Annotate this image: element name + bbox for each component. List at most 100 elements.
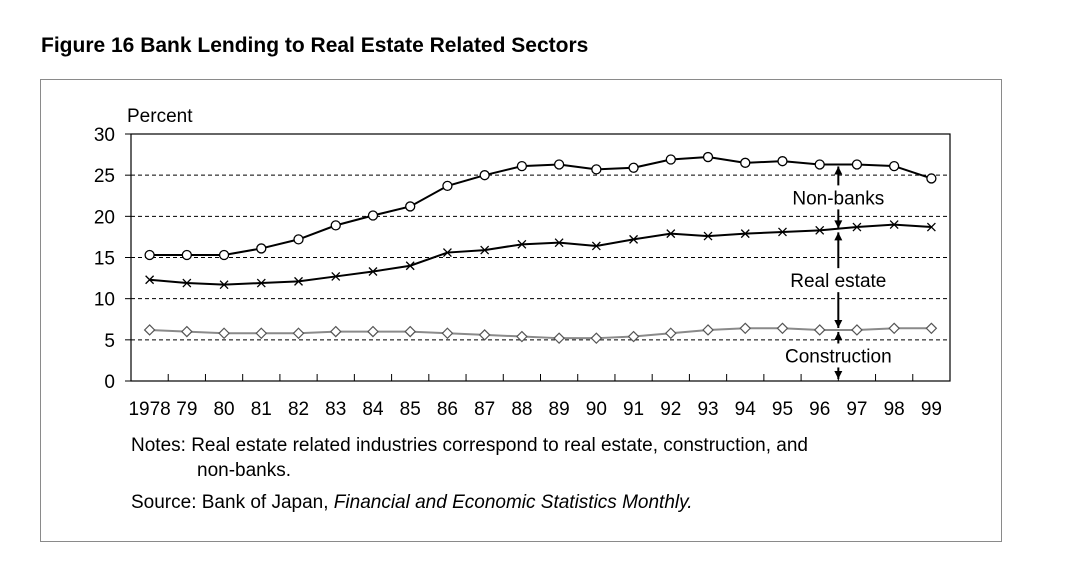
x-tick-label-88: 88 [511,399,532,420]
point-2-10 [516,330,528,343]
annotation-label-0: Non-banks [792,188,884,209]
annotation-label-bg-0 [789,185,888,210]
point-0-17 [777,156,788,167]
annotation-arrow-up-1 [834,232,843,241]
x-tick-label-96: 96 [809,399,830,420]
annotation-arrow-down-1 [834,319,843,328]
figure-title: Figure 16 Bank Lending to Real Estate Re… [41,34,589,57]
point-1-4 [294,276,303,286]
point-0-2 [218,249,230,261]
point-1-19 [852,222,862,232]
point-1-21 [926,222,936,232]
point-0-15 [702,151,714,163]
annotation-arrow-down-2 [834,371,843,379]
series-2 [143,322,938,345]
series-line-0 [149,156,932,257]
y-tick-label-20: 20 [94,207,115,228]
point-0-10 [516,160,528,172]
x-tick-label-80: 80 [213,399,234,420]
point-2-14 [664,327,677,340]
annotation-label-2: Construction [785,346,892,367]
point-0-8 [442,180,453,192]
x-tick-label-94: 94 [735,399,757,420]
point-0-9 [479,170,490,181]
y-tick-label-25: 25 [94,166,115,187]
annotation-label-bg-2 [774,343,903,368]
x-tick-label-90: 90 [586,399,607,420]
annotations: Non-banks Real estate Construction [774,166,903,379]
point-2-20 [888,322,901,335]
x-tick-label-91: 91 [623,399,644,420]
source-publication: Financial and Economic Statistics Monthl… [333,492,693,513]
point-1-5 [331,271,341,281]
figure-frame [40,79,1002,542]
point-1-6 [368,267,378,276]
x-tick-label-97: 97 [846,399,867,420]
y-tick-label-30: 30 [94,125,115,146]
point-2-18 [813,324,826,336]
point-2-17 [776,322,789,335]
point-1-9 [480,245,490,255]
point-2-15 [702,324,714,336]
point-1-7 [405,261,415,271]
gridlines [131,174,950,341]
point-1-14 [666,229,676,239]
axes: 0 5 10 15 20 25 30 1978 79 80 81 82 83 84 85 86 87 88 89 90… [94,125,942,420]
series-1 [145,220,936,290]
x-tick-label-87: 87 [474,399,495,420]
point-2-21 [925,322,938,335]
point-0-19 [851,159,863,170]
point-0-3 [256,243,267,254]
x-tick-label-1978: 1978 [128,399,170,420]
point-1-3 [256,278,266,288]
x-tick-label-81: 81 [251,399,272,420]
annotation-label-bg-1 [779,268,898,293]
notes-line-1: Notes: Real estate related industries co… [131,435,808,456]
point-2-5 [329,325,342,338]
y-tick-label-15: 15 [94,249,115,270]
x-tick-label-95: 95 [772,399,793,420]
y-tick-label-10: 10 [94,290,115,311]
point-0-5 [330,220,341,231]
point-2-19 [851,324,863,336]
point-1-8 [442,248,452,258]
point-0-20 [889,160,900,172]
series-line-2 [149,327,932,340]
point-1-0 [145,275,155,285]
point-1-17 [778,227,787,237]
y-tick-label-0: 0 [104,372,115,393]
x-tick-label-85: 85 [400,399,421,420]
point-0-4 [293,234,304,245]
y-axis-label: Percent [127,106,193,127]
x-tick-label-86: 86 [437,399,458,420]
point-2-11 [553,332,565,345]
x-tick-label-98: 98 [884,399,905,420]
point-0-16 [740,157,751,168]
point-0-14 [665,154,676,165]
point-1-20 [889,220,899,230]
point-0-21 [926,173,937,184]
annotation-arrow-up-2 [834,331,843,340]
point-2-6 [367,325,379,338]
point-0-18 [814,159,825,170]
point-2-13 [627,330,640,343]
x-tick-label-83: 83 [325,399,346,420]
point-2-7 [404,325,417,338]
x-tick-label-93: 93 [697,399,718,420]
point-0-1 [181,249,192,261]
point-1-1 [182,278,192,288]
point-2-9 [478,329,491,341]
point-0-7 [405,201,416,212]
point-0-0 [144,249,155,261]
point-2-2 [218,327,230,340]
annotation-arrow-up-0 [834,166,843,175]
point-2-3 [255,327,268,340]
point-2-8 [441,327,454,340]
x-tick-label-82: 82 [288,399,309,420]
point-1-10 [517,239,527,249]
point-2-12 [590,332,603,345]
point-1-11 [554,238,564,248]
x-tick-label-84: 84 [362,399,384,420]
point-2-4 [292,327,305,340]
